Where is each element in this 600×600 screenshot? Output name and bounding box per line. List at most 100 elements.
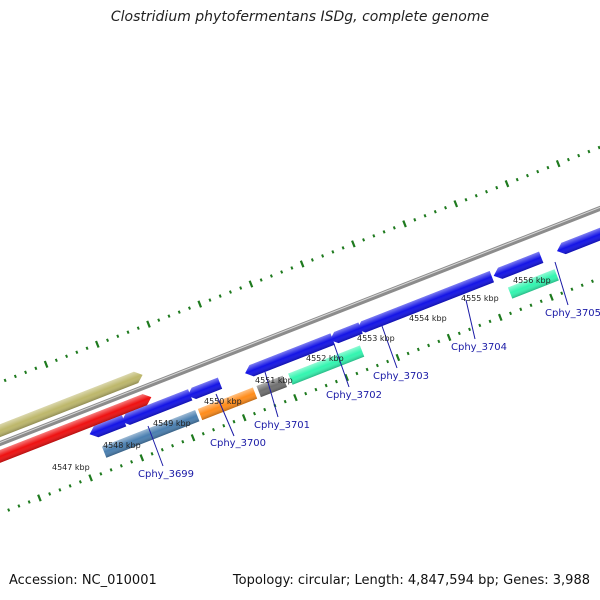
gene-label-cphy-3702[interactable]: Cphy_3702 xyxy=(326,390,382,401)
minor-tick xyxy=(17,504,21,508)
minor-tick xyxy=(54,358,58,363)
minor-tick xyxy=(188,306,191,310)
gene-label-cphy-3700[interactable]: Cphy_3700 xyxy=(210,438,266,449)
major-tick xyxy=(555,159,561,168)
genome-stats-label: Topology: circular; Length: 4,847,594 bp… xyxy=(232,573,590,588)
gene-feature-blue-2[interactable] xyxy=(119,389,193,427)
gene-label-cphy-3703[interactable]: Cphy_3703 xyxy=(373,371,429,382)
minor-tick xyxy=(331,250,335,254)
minor-tick xyxy=(365,367,369,372)
minor-tick xyxy=(13,374,17,379)
gene-label-cphy-3701[interactable]: Cphy_3701 xyxy=(254,420,310,431)
minor-tick xyxy=(488,319,492,324)
minor-tick xyxy=(177,310,181,314)
minor-tick xyxy=(106,338,110,342)
kbp-label: 4555 kbp xyxy=(461,294,499,303)
minor-tick xyxy=(570,287,574,292)
minor-tick xyxy=(304,391,308,396)
minor-tick xyxy=(253,411,256,416)
minor-tick xyxy=(580,283,584,287)
minor-tick xyxy=(130,460,134,464)
major-tick xyxy=(351,240,356,248)
label-leader-lines xyxy=(147,261,569,467)
gene-feature-olive[interactable] xyxy=(0,369,145,452)
kbp-label: 4556 kbp xyxy=(513,276,551,285)
minor-tick xyxy=(99,472,103,476)
major-tick xyxy=(139,454,145,462)
major-tick xyxy=(88,474,93,482)
minor-tick xyxy=(437,339,441,344)
minor-tick xyxy=(126,330,130,334)
minor-tick xyxy=(3,378,7,383)
minor-tick xyxy=(495,185,499,190)
kbp-label: 4550 kbp xyxy=(204,397,242,406)
minor-tick xyxy=(427,343,431,348)
minor-tick xyxy=(27,500,31,504)
minor-tick xyxy=(212,427,215,432)
gene-feature-red[interactable] xyxy=(0,392,154,475)
gene-feature-blue-8[interactable] xyxy=(555,218,600,257)
map-title: Clostridium phytofermentans ISDg, comple… xyxy=(110,9,490,25)
minor-tick xyxy=(314,387,318,392)
minor-tick xyxy=(109,468,113,472)
gene-label-cphy-3704[interactable]: Cphy_3704 xyxy=(451,342,507,353)
gene-feature-orange[interactable] xyxy=(197,387,258,421)
minor-tick xyxy=(228,290,232,294)
gene-label-cphy-3705[interactable]: Cphy_3705 xyxy=(545,308,600,319)
gene-feature-blue-3[interactable] xyxy=(185,377,223,402)
major-tick xyxy=(197,300,203,308)
minor-tick xyxy=(269,274,273,278)
gene-feature-aquamarine-2[interactable] xyxy=(507,269,559,299)
minor-tick xyxy=(536,169,540,174)
kbp-label: 4548 kbp xyxy=(103,441,141,450)
major-tick xyxy=(395,353,401,362)
minor-tick xyxy=(341,246,345,250)
gene-feature-blue-6[interactable] xyxy=(355,271,495,335)
minor-tick xyxy=(464,197,468,202)
minor-tick xyxy=(478,323,482,328)
gene-feature-blue-5[interactable] xyxy=(328,322,363,345)
major-tick xyxy=(37,494,42,502)
minor-tick xyxy=(201,431,205,436)
gene-feature-gray[interactable] xyxy=(256,375,287,398)
kbp-label: 4553 kbp xyxy=(357,334,395,343)
minor-tick xyxy=(150,452,154,456)
minor-tick xyxy=(116,334,120,338)
minor-tick xyxy=(406,351,410,356)
kbp-label: 4554 kbp xyxy=(409,314,447,323)
minor-tick xyxy=(290,266,294,270)
gene-label-cphy-3699[interactable]: Cphy_3699 xyxy=(138,469,194,480)
minor-tick xyxy=(413,218,417,222)
outer-tick-ring xyxy=(3,145,600,383)
forward-gene-track xyxy=(87,218,600,440)
minor-tick xyxy=(136,326,140,330)
minor-tick xyxy=(515,177,519,182)
minor-tick xyxy=(577,153,581,158)
minor-tick xyxy=(566,157,570,162)
minor-tick xyxy=(280,270,284,274)
minor-tick xyxy=(321,254,325,258)
minor-tick xyxy=(263,407,267,412)
minor-tick xyxy=(65,354,69,359)
minor-tick xyxy=(355,371,359,376)
minor-tick xyxy=(58,488,62,492)
minor-tick xyxy=(232,419,236,424)
major-tick xyxy=(497,313,503,321)
minor-tick xyxy=(171,444,175,448)
minor-tick xyxy=(362,238,366,242)
minor-tick xyxy=(433,210,437,214)
minor-tick xyxy=(78,480,82,484)
colored-gene-track xyxy=(101,269,559,458)
gene-feature-blue-4[interactable] xyxy=(243,333,335,378)
minor-tick xyxy=(372,234,376,238)
major-tick xyxy=(549,293,554,301)
major-tick xyxy=(293,393,298,402)
gene-feature-aquamarine-1[interactable] xyxy=(288,345,365,385)
minor-tick xyxy=(444,206,448,210)
major-tick xyxy=(190,434,196,442)
kbp-label: 4552 kbp xyxy=(306,354,344,363)
gene-feature-blue-1[interactable] xyxy=(87,415,127,440)
minor-tick xyxy=(160,448,164,452)
gene-feature-blue-7[interactable] xyxy=(492,251,544,282)
